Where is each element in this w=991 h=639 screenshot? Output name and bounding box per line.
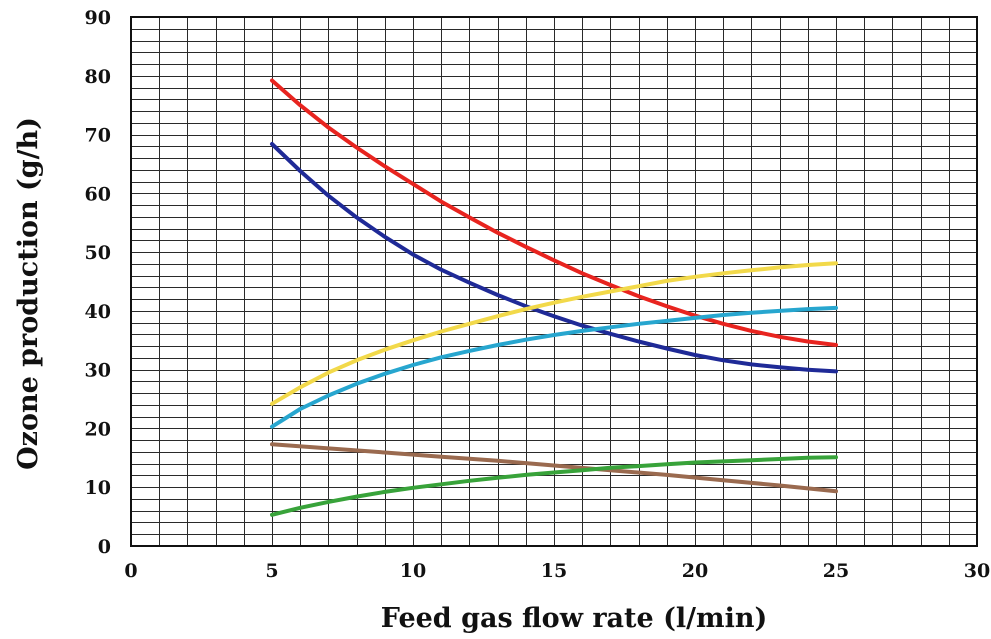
- x-tick-label: 20: [682, 560, 708, 582]
- y-tick-label: 80: [85, 66, 111, 88]
- x-axis-title: Feed gas flow rate (l/min): [381, 603, 767, 634]
- y-axis-title: Ozone production (g/h): [13, 117, 44, 470]
- series-line-5: [270, 442, 838, 494]
- y-tick-label: 10: [85, 477, 111, 499]
- x-tick-label: 25: [823, 560, 849, 582]
- y-tick-label: 0: [98, 536, 111, 558]
- x-tick-label: 30: [964, 560, 990, 582]
- x-tick-label: 0: [124, 560, 137, 582]
- x-tick-label: 5: [265, 560, 278, 582]
- y-axis-tick-labels: 0 10 20 30 40 50 60 70 80 90: [85, 7, 111, 558]
- y-tick-label: 70: [85, 125, 111, 147]
- series-line-3: [270, 261, 838, 406]
- series-line-6: [270, 455, 838, 517]
- series-line-2: [270, 142, 838, 374]
- y-tick-label: 50: [85, 242, 111, 264]
- y-tick-label: 40: [85, 301, 111, 323]
- x-tick-label: 10: [400, 560, 426, 582]
- series-line-1: [270, 78, 838, 347]
- plot-area-frame: [130, 16, 978, 547]
- series-line-4: [270, 305, 838, 429]
- y-tick-label: 60: [85, 183, 111, 205]
- y-tick-label: 90: [85, 7, 111, 29]
- series-lines: [270, 78, 838, 517]
- x-tick-label: 15: [541, 560, 567, 582]
- y-tick-label: 30: [85, 360, 111, 382]
- y-tick-label: 20: [85, 418, 111, 440]
- x-axis-tick-labels: 0 5 10 15 20 25 30: [124, 560, 990, 582]
